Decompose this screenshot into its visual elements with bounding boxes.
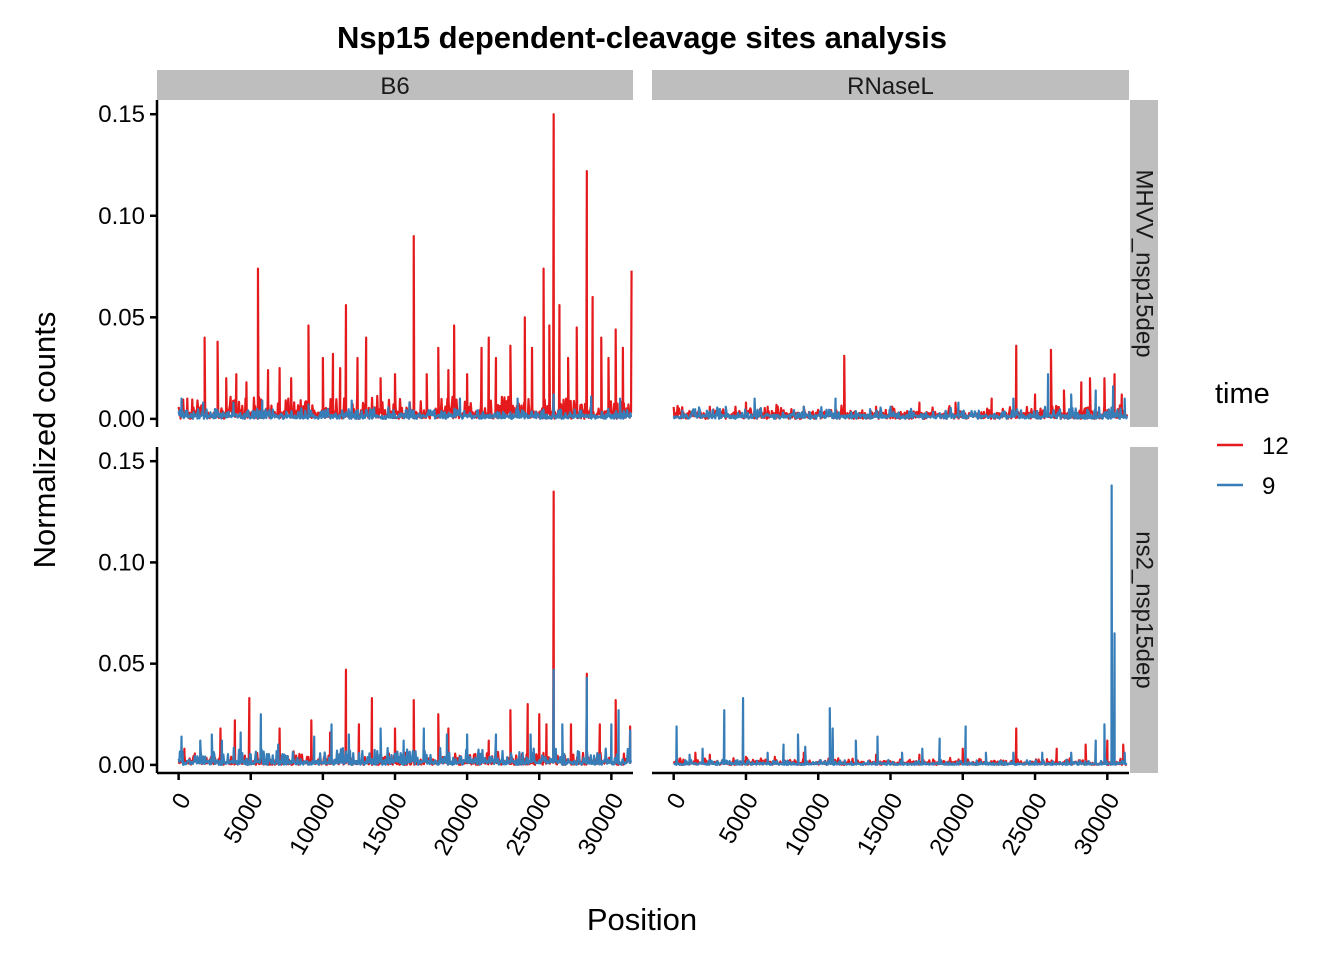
x-tick-label: 20000 (924, 789, 981, 860)
y-tick-label: 0.00 (98, 406, 145, 433)
x-tick-label: 20000 (428, 789, 485, 860)
legend-title: time (1215, 378, 1270, 410)
column-strip-label: RNaseL (847, 73, 934, 100)
facet-panel: 0.00 0.05 0.10 0.15 (98, 100, 633, 433)
legend-label: 9 (1262, 473, 1275, 500)
legend: time 12 9 (1215, 378, 1289, 500)
y-axis-title: Normalized counts (27, 312, 62, 569)
row-strip-label: ns2_nsp15dep (1131, 531, 1158, 688)
series-line (672, 344, 1129, 420)
x-tick-label: 5000 (714, 789, 764, 849)
chart-title: Nsp15 dependent-cleavage sites analysis (337, 20, 947, 55)
x-tick-label: 25000 (501, 789, 558, 860)
x-tick-label: 10000 (780, 789, 837, 860)
x-tick-label: 15000 (852, 789, 909, 860)
row-strip-label: MHVV_nsp15dep (1131, 169, 1158, 357)
y-tick-label: 0.15 (98, 101, 145, 128)
x-tick-label: 10000 (284, 789, 341, 860)
series-line (672, 373, 1129, 420)
y-tick-label: 0.00 (98, 752, 145, 779)
x-tick-label: 25000 (996, 789, 1053, 860)
facet-panels: B6 RNaseLMHVV_nsp15depns2_nsp15dep0.000.0… (98, 70, 1158, 860)
y-tick-label: 0.05 (98, 304, 145, 331)
column-strip (157, 70, 633, 100)
row-strip (1130, 447, 1158, 773)
x-tick-label: 0 (662, 789, 692, 814)
series-line (177, 393, 633, 420)
y-tick-label: 0.15 (98, 448, 145, 475)
column-strip (652, 70, 1129, 100)
x-tick-label: 30000 (1069, 789, 1126, 860)
y-tick-label: 0.10 (98, 203, 145, 230)
row-strip (1130, 100, 1158, 427)
legend-label: 12 (1262, 433, 1289, 460)
y-tick-label: 0.05 (98, 651, 145, 678)
facet-panel: 0 5000 10000 15000 20000 25000 30000 (652, 484, 1129, 860)
facet-panel (672, 344, 1129, 420)
series-line (177, 668, 633, 766)
x-tick-label: 0 (167, 789, 197, 814)
y-tick-label: 0.10 (98, 549, 145, 576)
x-tick-label: 15000 (356, 789, 413, 860)
column-strip-label: B6 (380, 73, 409, 100)
series-line (673, 484, 1128, 766)
facet-panel: 0.00 0.05 0.10 0.15 0 5000 10000 15000 20000 2500… (98, 447, 633, 860)
x-tick-label: 5000 (219, 789, 269, 849)
series-line (177, 113, 633, 420)
x-tick-label: 30000 (573, 789, 630, 860)
x-axis-title: Position (587, 902, 697, 937)
